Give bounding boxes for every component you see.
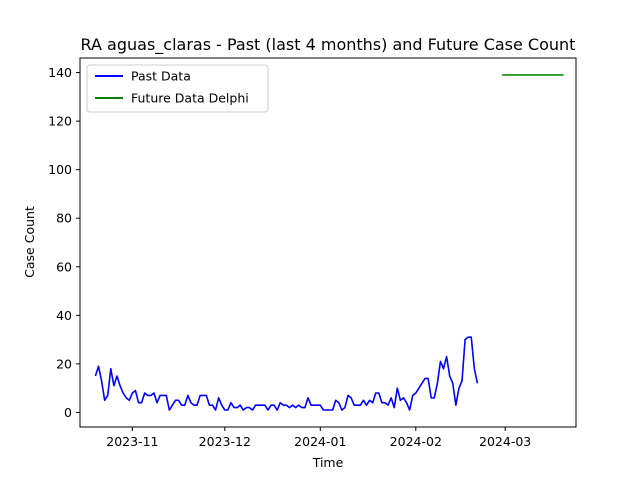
y-tick-label: 100 (48, 162, 72, 177)
x-tick-label: 2024-02 (390, 434, 442, 449)
legend-box (86, 64, 269, 113)
y-tick-label: 20 (56, 356, 72, 371)
legend-label-past-data: Past Data (131, 69, 191, 84)
x-tick-label: 2024-03 (479, 434, 531, 449)
y-axis-title: Case Count (22, 206, 37, 278)
y-tick-label: 60 (56, 259, 72, 274)
y-tick-label: 0 (64, 405, 72, 420)
x-tick-label: 2023-11 (106, 434, 158, 449)
x-axis: 2023-11 2023-12 2024-01 2024-02 2024-03 (106, 427, 531, 449)
y-tick-label: 40 (56, 308, 72, 323)
y-tick-label: 140 (48, 65, 72, 80)
series-line-past-data (94, 336, 479, 411)
x-tick-label: 2023-12 (199, 434, 251, 449)
plot-frame (79, 57, 577, 428)
x-tick-label: 2024-01 (294, 434, 346, 449)
y-tick-label: 80 (56, 211, 72, 226)
legend: Past Data Future Data Delphi (86, 64, 269, 113)
chart-title: RA aguas_claras - Past (last 4 months) a… (81, 35, 576, 55)
y-axis: 0 20 40 60 80 100 120 140 (48, 65, 80, 420)
x-axis-title: Time (312, 455, 344, 470)
y-tick-label: 120 (48, 114, 72, 129)
plot-lines (94, 74, 564, 411)
legend-label-future-data-delphi: Future Data Delphi (131, 91, 249, 106)
